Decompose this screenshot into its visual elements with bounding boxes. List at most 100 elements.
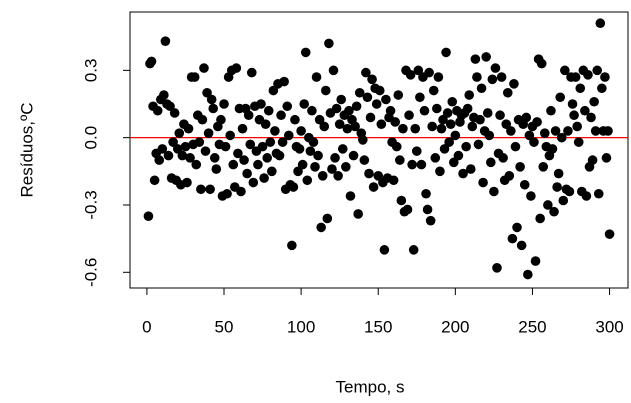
point <box>601 153 612 163</box>
point <box>165 101 175 112</box>
point <box>330 153 340 163</box>
point <box>376 119 387 129</box>
point <box>310 162 320 172</box>
point <box>486 157 496 168</box>
point <box>169 108 180 118</box>
point <box>465 164 476 174</box>
point <box>419 105 430 116</box>
point <box>237 123 248 134</box>
point <box>516 240 527 251</box>
point <box>327 164 337 174</box>
point <box>472 72 482 82</box>
point <box>260 119 271 129</box>
point <box>604 229 615 239</box>
point <box>282 101 293 112</box>
point <box>361 67 371 78</box>
point <box>422 204 433 215</box>
y-tick-label: -0.3 <box>81 190 100 219</box>
point <box>476 83 487 94</box>
point <box>592 65 603 76</box>
point <box>444 137 454 147</box>
point <box>182 177 192 188</box>
point <box>354 87 365 98</box>
point <box>436 123 447 134</box>
point <box>411 146 422 156</box>
point <box>473 139 484 150</box>
point <box>209 153 220 163</box>
point <box>353 209 363 219</box>
point <box>283 130 294 141</box>
point <box>425 215 436 226</box>
y-tick-label: -0.6 <box>81 258 100 287</box>
point <box>208 103 219 114</box>
point <box>481 52 491 62</box>
point <box>307 105 317 116</box>
y-tick-label: 0.0 <box>81 126 100 150</box>
point <box>535 213 545 224</box>
point <box>398 123 408 134</box>
point <box>317 171 328 181</box>
point <box>413 65 424 76</box>
point <box>552 182 562 192</box>
point <box>581 191 592 201</box>
point <box>236 186 246 197</box>
x-tick-label: 250 <box>518 317 546 336</box>
point <box>180 141 191 152</box>
point <box>495 110 505 121</box>
point <box>302 175 313 186</box>
point <box>206 94 217 105</box>
point <box>428 85 439 96</box>
point <box>225 130 235 141</box>
point <box>253 159 263 170</box>
point <box>396 195 407 206</box>
point <box>337 144 348 154</box>
point <box>351 101 362 112</box>
point <box>245 139 256 150</box>
point <box>172 144 183 154</box>
x-tick-label: 150 <box>364 317 392 336</box>
point <box>453 150 464 161</box>
point <box>504 171 515 181</box>
point <box>441 47 451 58</box>
point <box>570 72 581 82</box>
point <box>163 150 174 161</box>
point <box>538 162 549 172</box>
point <box>331 103 342 114</box>
point <box>350 121 360 132</box>
point <box>421 188 431 199</box>
x-tick-label: 300 <box>595 317 623 336</box>
point <box>402 204 413 215</box>
x-tick-label: 100 <box>287 317 315 336</box>
point <box>502 87 513 98</box>
point <box>438 114 448 125</box>
point <box>515 162 525 172</box>
point <box>256 99 266 109</box>
point <box>435 166 445 177</box>
y-axis-label: Resíduos,ºC <box>17 102 36 197</box>
point <box>462 103 473 114</box>
point <box>290 114 300 125</box>
point <box>589 96 599 107</box>
point <box>293 166 303 177</box>
point <box>410 123 421 134</box>
point <box>242 168 252 179</box>
point <box>424 67 434 78</box>
point <box>233 148 243 159</box>
point <box>367 74 377 85</box>
point <box>603 126 613 136</box>
point <box>530 256 541 266</box>
point <box>510 141 521 152</box>
point <box>523 269 533 280</box>
point <box>586 112 596 123</box>
point <box>521 112 532 123</box>
point <box>263 105 274 116</box>
point <box>274 150 285 161</box>
point <box>199 63 209 73</box>
point <box>146 56 157 67</box>
point <box>358 135 368 145</box>
point <box>267 166 277 177</box>
point <box>447 96 458 107</box>
point <box>550 126 561 136</box>
point <box>391 141 402 152</box>
